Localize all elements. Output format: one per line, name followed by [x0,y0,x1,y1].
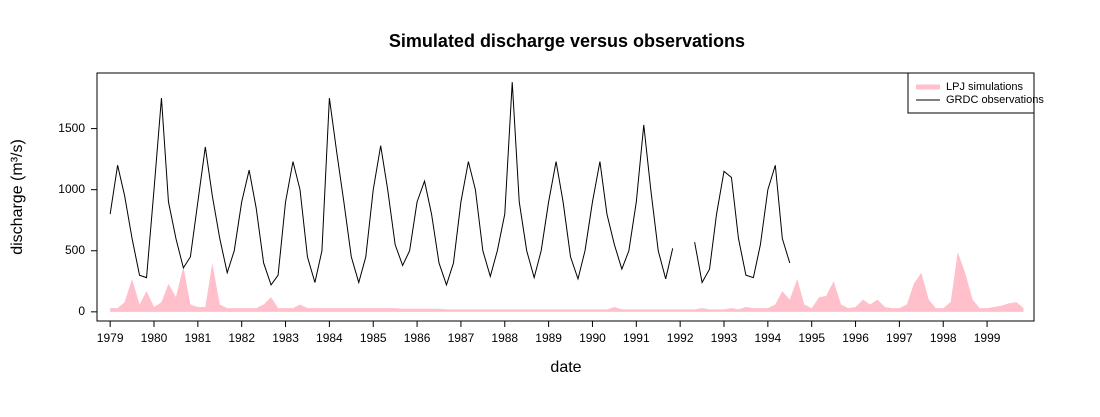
x-tick-label: 1989 [535,331,562,345]
legend-label: LPJ simulations [946,81,1024,93]
x-tick-label: 1992 [667,331,694,345]
x-tick-label: 1987 [448,331,475,345]
x-tick-label: 1985 [360,331,387,345]
x-tick-label: 1998 [930,331,957,345]
legend-box [907,72,1035,114]
plot-frame [96,72,1035,322]
line [109,82,791,287]
x-tick-label: 1993 [711,331,738,345]
x-tick-label: 1999 [974,331,1001,345]
x-tick-label: 1994 [755,331,782,345]
y-tick-label: 500 [65,243,85,257]
x-tick-label: 1988 [491,331,518,345]
x-tick-label: 1981 [184,331,211,345]
x-tick-label: 1980 [141,331,168,345]
x-tick-label: 1984 [316,331,343,345]
y-axis-label: discharge (m³/s) [9,139,26,255]
legend-label: GRDC observations [946,94,1044,106]
x-tick-label: 1996 [842,331,869,345]
x-tick-label: 1979 [97,331,124,345]
y-tick-label: 0 [78,304,85,318]
y-tick-label: 1000 [58,182,85,196]
x-tick-label: 1982 [228,331,255,345]
x-tick-label: 1997 [886,331,913,345]
chart-title: Simulated discharge versus observations [389,31,745,51]
x-tick-label: 1990 [579,331,606,345]
x-tick-label: 1991 [623,331,650,345]
area [110,251,1024,312]
x-tick-label: 1986 [404,331,431,345]
x-tick-label: 1995 [798,331,825,345]
x-axis-label: date [550,359,581,376]
x-tick-label: 1983 [272,331,299,345]
y-tick-label: 1500 [58,121,85,135]
